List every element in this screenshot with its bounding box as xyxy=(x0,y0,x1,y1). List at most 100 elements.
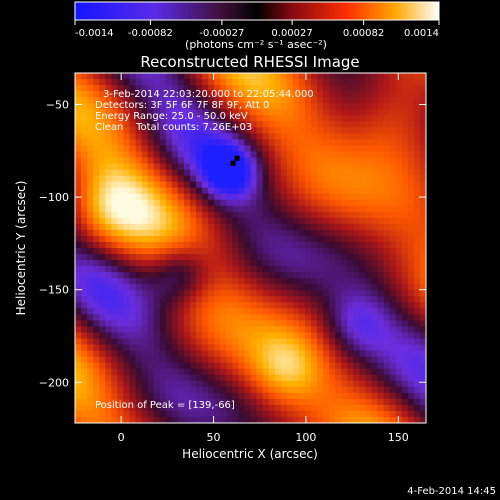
heatmap-cell xyxy=(171,217,179,225)
heatmap-cell xyxy=(141,97,149,104)
heatmap-cell xyxy=(250,169,258,177)
heatmap-cell xyxy=(123,350,131,358)
heatmap-cell xyxy=(298,314,306,322)
colorbar-tick-label: -0.0014 xyxy=(75,28,114,39)
heatmap-cell xyxy=(280,85,288,92)
heatmap-cell xyxy=(123,266,131,273)
heatmap-cell xyxy=(159,302,167,309)
heatmap-cell xyxy=(81,85,88,92)
heatmap-cell xyxy=(129,217,137,225)
heatmap-cell xyxy=(286,121,294,128)
heatmap-cell xyxy=(389,217,397,225)
heatmap-cell xyxy=(341,404,348,412)
heatmap-cell xyxy=(220,169,227,177)
heatmap-cell xyxy=(347,205,354,213)
heatmap-cell xyxy=(189,103,197,110)
heatmap-cell xyxy=(341,308,348,315)
heatmap-cell xyxy=(159,296,167,303)
heatmap-cell xyxy=(208,338,215,346)
heatmap-cell xyxy=(389,223,397,231)
heatmap-cell xyxy=(268,398,276,406)
heatmap-cell xyxy=(280,272,288,279)
heatmap-cell xyxy=(159,326,167,334)
heatmap-cell xyxy=(365,272,373,279)
heatmap-cell xyxy=(317,368,324,376)
heatmap-cell xyxy=(377,193,385,201)
heatmap-cell xyxy=(383,151,391,159)
heatmap-cell xyxy=(280,284,288,291)
heatmap-cell xyxy=(286,85,294,92)
heatmap-cell xyxy=(153,133,161,140)
heatmap-cell xyxy=(280,344,288,352)
heatmap-cell xyxy=(274,205,282,213)
heatmap-cell xyxy=(135,290,143,297)
heatmap-cell xyxy=(214,91,221,98)
heatmap-cell xyxy=(183,109,191,116)
heatmap-cell xyxy=(268,392,276,400)
heatmap-cell xyxy=(365,254,373,261)
heatmap-cell xyxy=(220,241,227,249)
heatmap-cell xyxy=(323,139,330,147)
heatmap-cell xyxy=(280,169,288,177)
heatmap-cell xyxy=(298,368,306,376)
heatmap-cell xyxy=(311,139,318,147)
heatmap-cell xyxy=(401,145,409,153)
heatmap-cell xyxy=(395,344,403,352)
heatmap-cell xyxy=(183,187,191,195)
heatmap-cell xyxy=(256,169,264,177)
heatmap-cell xyxy=(238,145,246,153)
heatmap-cell xyxy=(87,235,94,243)
heatmap-cell xyxy=(323,284,330,291)
heatmap-cell xyxy=(280,193,288,201)
heatmap-cell xyxy=(347,157,354,165)
heatmap-cell xyxy=(196,187,203,195)
heatmap-cell xyxy=(220,248,227,255)
heatmap-cell xyxy=(214,211,221,219)
heatmap-cell xyxy=(75,199,82,207)
heatmap-cell xyxy=(105,302,112,309)
heatmap-cell xyxy=(311,127,318,134)
heatmap-cell xyxy=(317,302,324,309)
heatmap-cell xyxy=(329,248,336,255)
heatmap-cell xyxy=(268,374,276,382)
heatmap-cell xyxy=(147,181,155,189)
heatmap-cell xyxy=(280,386,288,394)
heatmap-cell xyxy=(147,139,155,147)
heatmap-cell xyxy=(129,193,137,201)
heatmap-cell xyxy=(81,175,88,183)
heatmap-cell xyxy=(359,302,367,309)
heatmap-cell xyxy=(341,260,348,267)
heatmap-cell xyxy=(147,266,155,273)
heatmap-cell xyxy=(280,145,288,153)
heatmap-cell xyxy=(365,308,373,315)
heatmap-cell xyxy=(347,338,354,346)
heatmap-cell xyxy=(407,85,415,92)
heatmap-cell xyxy=(401,386,409,394)
heatmap-cell xyxy=(395,73,403,80)
heatmap-cell xyxy=(256,205,264,213)
heatmap-cell xyxy=(359,248,367,255)
heatmap-cell xyxy=(250,392,258,400)
heatmap-cell xyxy=(238,278,246,285)
heatmap-cell xyxy=(268,290,276,297)
heatmap-cell xyxy=(347,145,354,153)
heatmap-cell xyxy=(232,314,239,322)
heatmap-cell xyxy=(365,217,373,225)
heatmap-cell xyxy=(208,163,215,171)
heatmap-cell xyxy=(202,332,209,340)
heatmap-cell xyxy=(238,416,246,423)
heatmap-cell xyxy=(99,199,106,207)
heatmap-cell xyxy=(111,121,118,128)
heatmap-cell xyxy=(153,350,161,358)
heatmap-cell xyxy=(214,254,221,261)
heatmap-cell xyxy=(347,115,354,122)
heatmap-cell xyxy=(268,368,276,376)
heatmap-cell xyxy=(383,103,391,110)
heatmap-cell xyxy=(196,163,203,171)
heatmap-cell xyxy=(81,241,88,249)
heatmap-cell xyxy=(365,404,373,412)
heatmap-cell xyxy=(298,223,306,231)
heatmap-cell xyxy=(159,109,167,116)
heatmap-cell xyxy=(153,344,161,352)
heatmap-cell xyxy=(159,79,167,86)
